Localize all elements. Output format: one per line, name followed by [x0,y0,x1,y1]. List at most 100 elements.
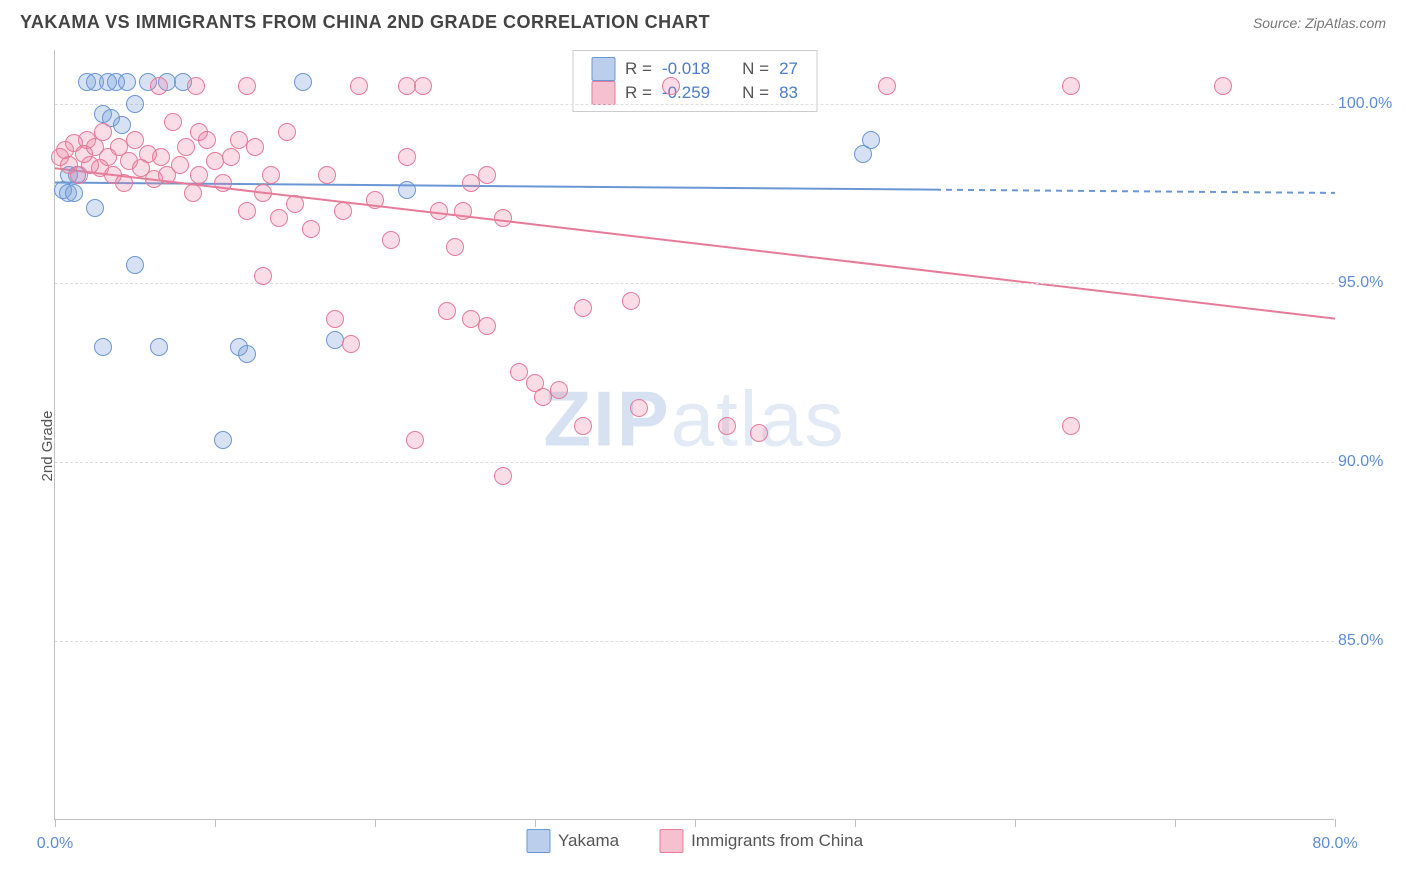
scatter-point [187,77,205,95]
scatter-point [177,138,195,156]
scatter-point [152,148,170,166]
scatter-point [214,174,232,192]
scatter-point [510,363,528,381]
scatter-point [414,77,432,95]
stats-legend: R = -0.018 N = 27 R = -0.259 N = 83 [572,50,817,112]
scatter-point [150,77,168,95]
scatter-point [86,199,104,217]
stats-row-china: R = -0.259 N = 83 [591,81,798,105]
scatter-point [406,431,424,449]
scatter-point [446,238,464,256]
scatter-point [150,338,168,356]
stats-label-n: N = [742,59,769,79]
chart-header: YAKAMA VS IMMIGRANTS FROM CHINA 2ND GRAD… [0,0,1406,39]
scatter-point [478,317,496,335]
scatter-point [398,77,416,95]
scatter-point [184,184,202,202]
scatter-point [622,292,640,310]
y-tick-label: 100.0% [1338,95,1398,113]
gridline [55,283,1334,284]
scatter-point [398,181,416,199]
scatter-point [164,113,182,131]
scatter-point [1062,77,1080,95]
scatter-point [438,302,456,320]
x-tick [215,819,216,827]
y-tick-label: 90.0% [1338,453,1398,471]
scatter-point [550,381,568,399]
scatter-point [294,73,312,91]
stats-label-r: R = [625,59,652,79]
scatter-point [278,123,296,141]
scatter-point [494,209,512,227]
stats-label-r: R = [625,83,652,103]
y-tick-label: 95.0% [1338,274,1398,292]
y-tick-label: 85.0% [1338,632,1398,650]
legend-item-china: Immigrants from China [659,829,863,853]
chart-source: Source: ZipAtlas.com [1253,15,1386,31]
x-tick [1335,819,1336,827]
scatter-point [574,299,592,317]
x-tick [855,819,856,827]
watermark-rest: atlas [671,375,846,463]
scatter-point [750,424,768,442]
scatter-point [222,148,240,166]
legend-label-china: Immigrants from China [691,831,863,851]
scatter-point [118,73,136,91]
scatter-point [65,184,83,202]
scatter-point [254,267,272,285]
scatter-point [262,166,280,184]
x-tick [535,819,536,827]
scatter-point [662,77,680,95]
scatter-point [115,174,133,192]
scatter-point [454,202,472,220]
scatter-point [430,202,448,220]
scatter-point [478,166,496,184]
trend-lines [55,50,1335,820]
x-tick-label: 0.0% [37,835,73,853]
chart-area: ZIPatlas R = -0.018 N = 27 R = -0.259 N … [54,50,1396,862]
scatter-point [171,156,189,174]
gridline [55,104,1334,105]
scatter-point [382,231,400,249]
x-tick [1015,819,1016,827]
swatch-pink [591,81,615,105]
scatter-point [238,77,256,95]
stats-n-yakama: 27 [779,59,798,79]
scatter-point [862,131,880,149]
scatter-point [334,202,352,220]
scatter-point [94,338,112,356]
x-tick [55,819,56,827]
scatter-point [126,256,144,274]
scatter-point [718,417,736,435]
scatter-point [398,148,416,166]
scatter-point [214,431,232,449]
scatter-point [326,331,344,349]
scatter-point [318,166,336,184]
gridline [55,641,1334,642]
scatter-point [126,95,144,113]
scatter-point [630,399,648,417]
scatter-point [574,417,592,435]
scatter-point [270,209,288,227]
swatch-blue [591,57,615,81]
scatter-point [254,184,272,202]
scatter-point [1214,77,1232,95]
scatter-point [326,310,344,328]
scatter-point [238,345,256,363]
scatter-point [286,195,304,213]
scatter-point [878,77,896,95]
stats-label-n: N = [742,83,769,103]
x-tick [375,819,376,827]
legend-swatch-blue [526,829,550,853]
legend-item-yakama: Yakama [526,829,619,853]
scatter-point [494,467,512,485]
chart-title: YAKAMA VS IMMIGRANTS FROM CHINA 2ND GRAD… [20,12,710,33]
bottom-legend: Yakama Immigrants from China [526,829,863,853]
scatter-point [246,138,264,156]
scatter-point [366,191,384,209]
x-tick [695,819,696,827]
scatter-point [190,123,208,141]
scatter-point [342,335,360,353]
scatter-point [1062,417,1080,435]
scatter-point [302,220,320,238]
